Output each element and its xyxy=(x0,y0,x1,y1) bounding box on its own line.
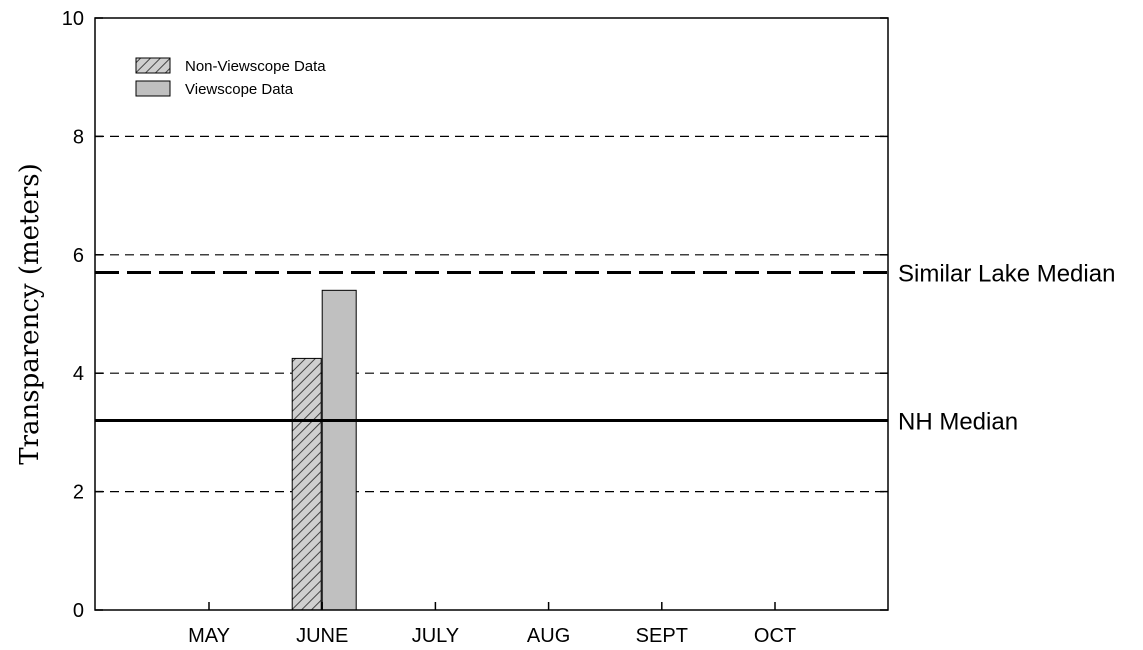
bar xyxy=(321,289,357,611)
y-axis: 0 2 4 6 8 10 xyxy=(62,8,888,622)
reference-lines: Similar Lake Median NH Median xyxy=(95,261,1115,436)
x-tick-label: SEPT xyxy=(636,625,688,647)
legend-label: Non-Viewscope Data xyxy=(185,58,326,75)
y-tick-label: 6 xyxy=(73,245,84,267)
x-tick-label: AUG xyxy=(527,625,570,647)
legend-label: Viewscope Data xyxy=(185,81,294,98)
x-tick-label: JULY xyxy=(412,625,459,647)
bars xyxy=(291,289,357,611)
y-tick-label: 2 xyxy=(73,482,84,504)
y-tick-label: 0 xyxy=(73,600,84,622)
legend: Non-Viewscope Data Viewscope Data xyxy=(135,57,326,98)
reference-line-label: Similar Lake Median xyxy=(898,261,1115,288)
gridlines xyxy=(95,135,888,493)
reference-line-label: NH Median xyxy=(898,409,1018,436)
x-tick-label: MAY xyxy=(188,625,230,647)
x-tick-label: JUNE xyxy=(296,625,348,647)
plot-frame xyxy=(94,17,889,611)
legend-swatch xyxy=(135,80,171,97)
y-tick-label: 4 xyxy=(73,363,84,385)
legend-swatch xyxy=(135,57,171,74)
y-tick-label: 8 xyxy=(73,126,84,148)
x-tick-label: OCT xyxy=(754,625,796,647)
bar xyxy=(291,357,322,611)
y-axis-label: Transparency (meters) xyxy=(15,163,45,465)
y-tick-label: 10 xyxy=(62,8,84,30)
x-axis: MAY JUNE JULY AUG SEPT OCT xyxy=(188,602,796,647)
